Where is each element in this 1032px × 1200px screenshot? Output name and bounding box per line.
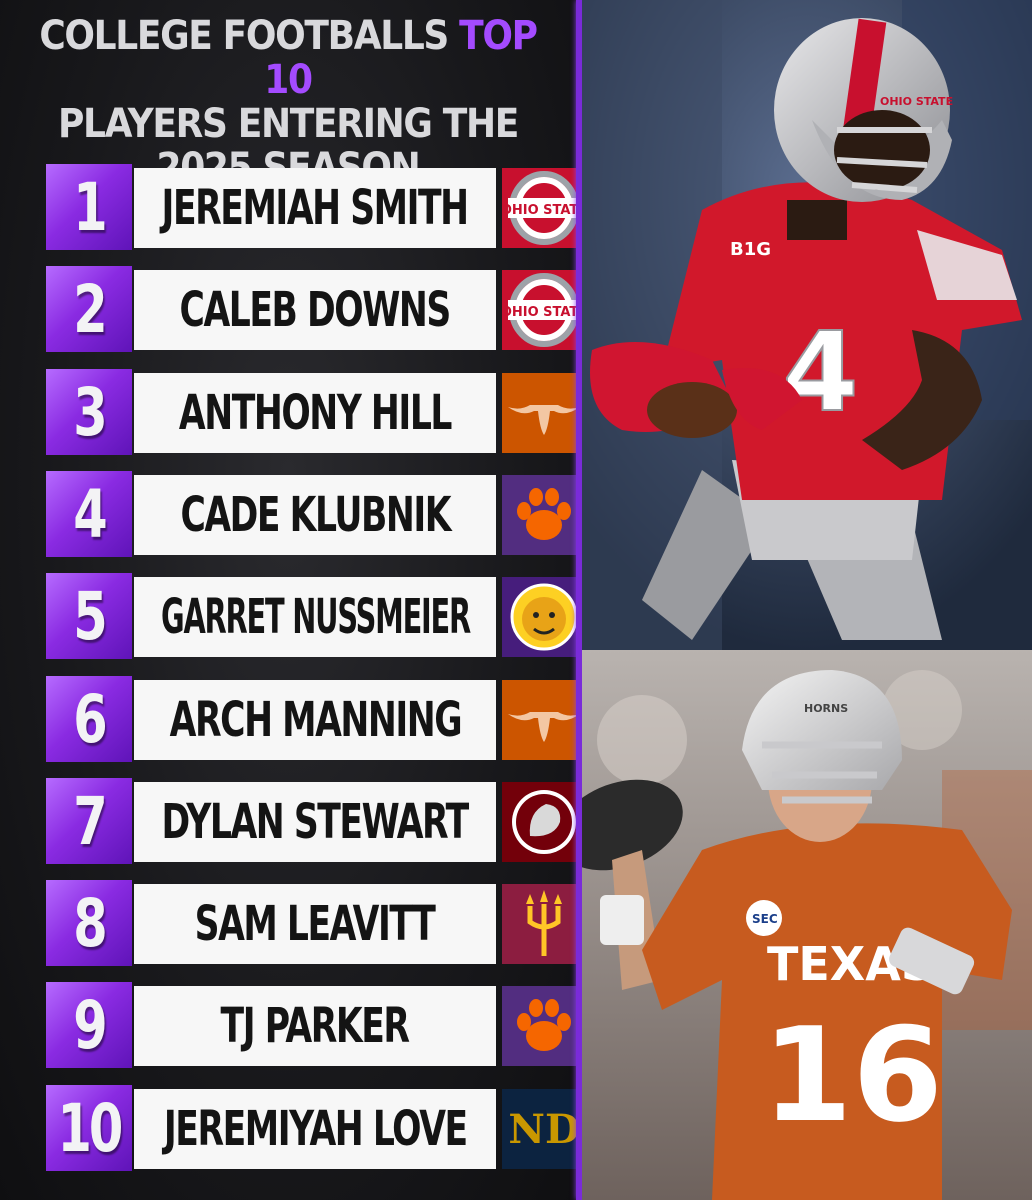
rank-number-tile: 8 [46, 880, 132, 966]
receiver-helmet-text: OHIO STATE [880, 95, 953, 108]
ohio-state-logo: OHIO STATE [500, 166, 588, 250]
title-line2: PLAYERS ENTERING THE [57, 101, 519, 147]
rank-number-tile: 4 [46, 471, 132, 557]
rank-number: 7 [73, 782, 107, 860]
rank-number: 9 [73, 986, 107, 1064]
player-name-bar: DYLAN STEWART [134, 782, 496, 862]
player-name: ANTHONY HILL [178, 385, 453, 441]
svg-text:ND: ND [508, 1106, 579, 1153]
player-name: SAM LEAVITT [195, 896, 436, 952]
quarterback-illustration: TEXAS 16 SEC HORNS [582, 650, 1032, 1200]
rank-number-tile: 9 [46, 982, 132, 1068]
texas-longhorn-logo [500, 371, 588, 455]
player-name: ARCH MANNING [169, 692, 462, 748]
rank-number: 5 [73, 577, 107, 655]
player-name: GARRET NUSSMEIER [160, 589, 471, 645]
player-name-bar: ARCH MANNING [134, 680, 496, 760]
player-name: CALEB DOWNS [179, 282, 452, 338]
player-name: JEREMIAH SMITH [161, 180, 470, 236]
ranking-row: 1 JEREMIAH SMITH OHIO STATE [46, 164, 586, 250]
notre-dame-logo: ND [500, 1087, 588, 1171]
rank-number: 2 [73, 270, 107, 348]
rank-number-tile: 2 [46, 266, 132, 352]
ranking-row: 6 ARCH MANNING [46, 676, 586, 762]
qb-jersey-number: 16 [762, 999, 943, 1151]
rank-number-tile: 5 [46, 573, 132, 659]
receiver-chest-text: B1G [730, 239, 771, 260]
ranking-row: 10 JEREMIYAH LOVE ND [46, 1085, 586, 1171]
clemson-paw-logo [500, 473, 588, 557]
player-name-bar: JEREMIYAH LOVE [134, 1089, 496, 1169]
qb-patch-text: SEC [752, 912, 778, 926]
ranking-row: 2 CALEB DOWNS OHIO STATE [46, 266, 586, 352]
rank-number-tile: 10 [46, 1085, 132, 1171]
ohio-state-logo: OHIO STATE [500, 268, 588, 352]
rank-number-tile: 1 [46, 164, 132, 250]
player-name-bar: ANTHONY HILL [134, 373, 496, 453]
ranking-row: 8 SAM LEAVITT [46, 880, 586, 966]
texas-quarterback-photo: TEXAS 16 SEC HORNS [582, 650, 1032, 1200]
clemson-paw-logo [500, 984, 588, 1068]
texas-longhorn-logo [500, 678, 588, 762]
qb-helmet-text: HORNS [804, 702, 848, 715]
player-name: JEREMIYAH LOVE [163, 1101, 468, 1157]
ranking-row: 3 ANTHONY HILL [46, 369, 586, 455]
rank-number: 3 [73, 373, 107, 451]
svg-text:OHIO STATE: OHIO STATE [502, 203, 586, 218]
title-line1-a: COLLEGE FOOTBALLS [39, 13, 460, 59]
rank-number-tile: 6 [46, 676, 132, 762]
player-name-bar: TJ PARKER [134, 986, 496, 1066]
player-name-bar: GARRET NUSSMEIER [134, 577, 496, 657]
player-name-bar: CADE KLUBNIK [134, 475, 496, 555]
ohio-state-receiver-photo: 4 B1G OHIO STATE [582, 0, 1032, 650]
receiver-jersey-number: 4 [782, 308, 859, 436]
ranking-row: 9 TJ PARKER [46, 982, 586, 1068]
south-carolina-gamecock-logo [500, 780, 588, 864]
player-name: DYLAN STEWART [161, 794, 470, 850]
rank-number: 10 [57, 1089, 124, 1167]
ranking-row: 7 DYLAN STEWART [46, 778, 586, 864]
player-name: CADE KLUBNIK [180, 487, 451, 543]
player-name-bar: JEREMIAH SMITH [134, 168, 496, 248]
rank-number: 8 [73, 884, 107, 962]
rank-number: 6 [73, 680, 107, 758]
receiver-illustration: 4 B1G OHIO STATE [582, 0, 1032, 650]
player-name-bar: CALEB DOWNS [134, 270, 496, 350]
rank-number-tile: 7 [46, 778, 132, 864]
player-name: TJ PARKER [220, 998, 410, 1054]
lsu-tiger-logo [500, 575, 588, 659]
purple-divider [576, 0, 582, 1200]
player-name-bar: SAM LEAVITT [134, 884, 496, 964]
title-line1-accent: TOP 10 [264, 13, 538, 103]
rank-number: 1 [73, 168, 107, 246]
ranking-row: 5 GARRET NUSSMEIER [46, 573, 586, 659]
ranking-row: 4 CADE KLUBNIK [46, 471, 586, 557]
rank-number: 4 [73, 475, 107, 553]
rankings-panel: COLLEGE FOOTBALLS TOP 10 PLAYERS ENTERIN… [0, 0, 586, 1200]
rank-number-tile: 3 [46, 369, 132, 455]
arizona-state-pitchfork-logo [500, 882, 588, 966]
svg-text:OHIO STATE: OHIO STATE [502, 305, 586, 320]
